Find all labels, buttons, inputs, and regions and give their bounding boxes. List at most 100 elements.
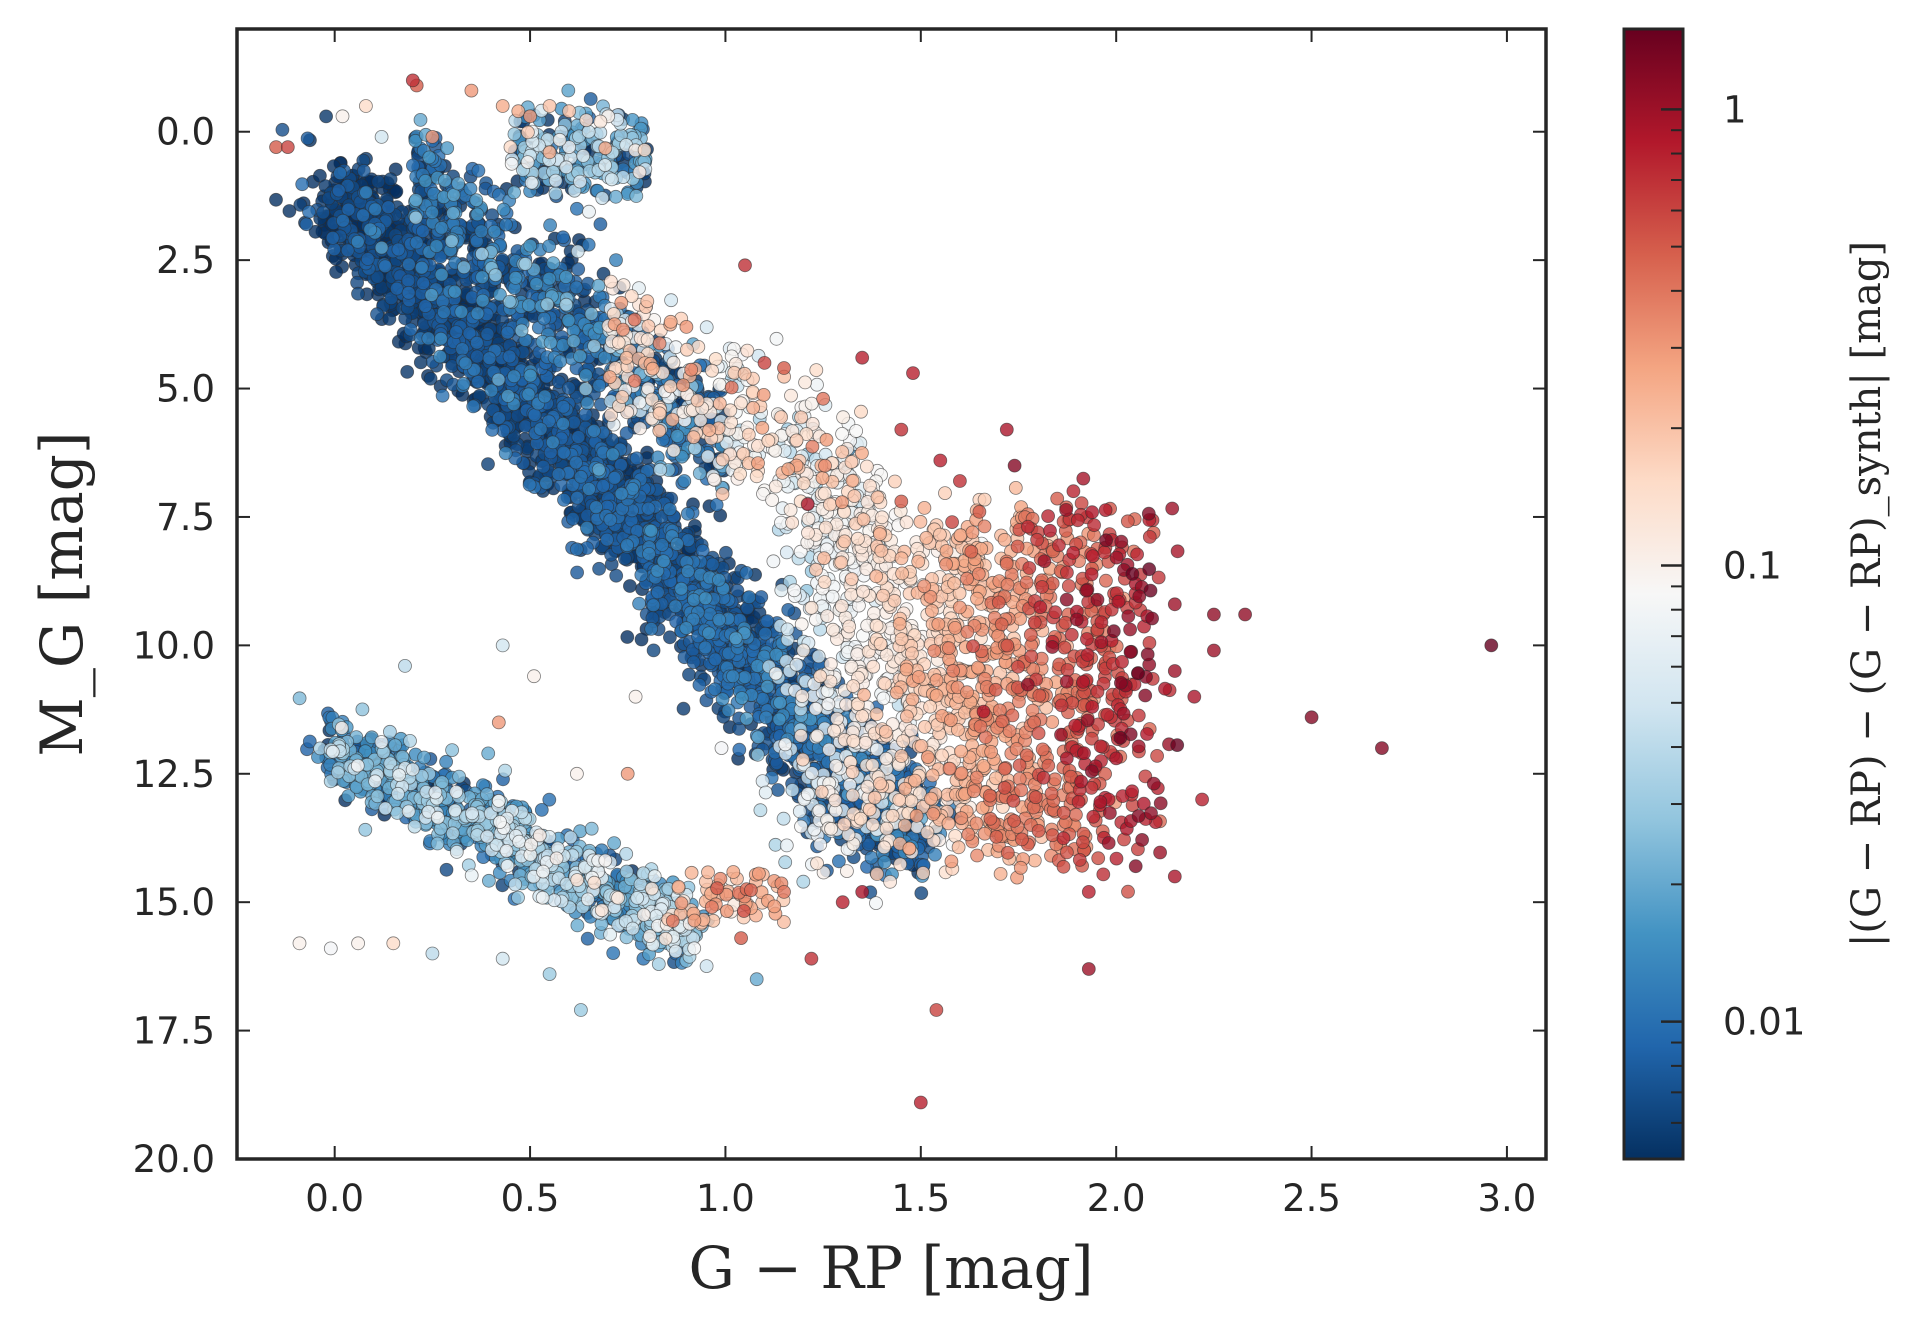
data-point bbox=[433, 349, 447, 364]
data-point bbox=[726, 669, 740, 684]
data-point bbox=[540, 297, 555, 312]
data-point bbox=[646, 643, 661, 658]
data-point bbox=[430, 836, 445, 851]
data-point bbox=[408, 193, 423, 208]
data-point bbox=[401, 257, 416, 272]
data-point bbox=[447, 284, 462, 299]
data-point bbox=[439, 754, 454, 769]
data-point bbox=[335, 213, 350, 228]
data-point bbox=[750, 747, 765, 762]
data-point bbox=[351, 286, 365, 301]
data-point bbox=[308, 224, 323, 239]
data-point bbox=[548, 186, 563, 201]
data-point bbox=[573, 349, 587, 364]
data-point bbox=[434, 220, 449, 235]
data-point bbox=[603, 512, 618, 527]
data-point bbox=[496, 202, 511, 217]
data-point bbox=[662, 502, 677, 517]
data-point bbox=[425, 205, 440, 220]
data-point bbox=[670, 429, 685, 443]
data-point bbox=[452, 769, 467, 784]
data-point bbox=[556, 399, 571, 414]
data-point bbox=[470, 207, 485, 222]
data-point bbox=[670, 537, 684, 551]
data-point bbox=[498, 446, 513, 461]
data-point bbox=[521, 387, 536, 402]
data-point bbox=[275, 122, 290, 137]
data-point bbox=[734, 691, 749, 705]
data-point bbox=[644, 523, 658, 538]
data-point bbox=[502, 349, 517, 364]
data-point bbox=[698, 591, 713, 606]
data-point bbox=[591, 278, 606, 293]
data-point bbox=[423, 371, 438, 386]
data-point bbox=[299, 217, 314, 232]
data-point bbox=[634, 568, 649, 582]
data-point bbox=[471, 163, 486, 178]
data-point bbox=[439, 862, 454, 877]
data-point bbox=[620, 538, 634, 553]
data-point bbox=[719, 545, 733, 560]
data-point bbox=[583, 92, 598, 106]
data-point bbox=[620, 630, 635, 644]
data-point bbox=[363, 222, 378, 237]
data-point bbox=[553, 354, 568, 369]
data-point bbox=[507, 369, 521, 384]
data-point bbox=[470, 306, 485, 321]
data-point bbox=[316, 205, 331, 220]
data-point bbox=[481, 746, 496, 761]
data-point bbox=[556, 230, 570, 245]
data-point bbox=[644, 622, 659, 636]
data-point bbox=[914, 886, 929, 900]
data-point bbox=[327, 242, 342, 257]
data-point bbox=[570, 490, 585, 505]
data-point bbox=[708, 652, 723, 667]
data-point bbox=[487, 224, 502, 239]
data-point bbox=[424, 288, 439, 302]
data-point bbox=[518, 256, 533, 271]
data-point bbox=[681, 564, 695, 579]
data-point bbox=[300, 131, 315, 146]
data-point bbox=[569, 455, 583, 470]
data-point bbox=[607, 470, 622, 485]
data-point bbox=[687, 592, 701, 607]
data-point bbox=[378, 259, 393, 274]
data-point bbox=[629, 451, 644, 466]
data-point bbox=[437, 173, 452, 188]
data-point bbox=[608, 189, 623, 204]
data-point bbox=[760, 614, 775, 628]
data-point bbox=[542, 967, 557, 981]
data-point bbox=[414, 260, 429, 275]
data-point bbox=[676, 701, 691, 716]
data-point bbox=[481, 457, 495, 472]
data-point bbox=[543, 218, 557, 233]
data-point bbox=[589, 500, 603, 515]
data-point bbox=[591, 462, 606, 477]
data-point bbox=[556, 445, 571, 460]
data-point bbox=[416, 276, 431, 291]
data-point bbox=[454, 304, 469, 319]
data-point bbox=[877, 855, 892, 869]
data-point bbox=[466, 399, 481, 414]
data-point bbox=[732, 742, 747, 757]
data-point bbox=[692, 678, 707, 692]
data-point bbox=[533, 422, 548, 437]
data-point bbox=[580, 931, 595, 946]
data-point bbox=[444, 234, 459, 249]
data-point bbox=[482, 351, 497, 366]
data-point bbox=[418, 173, 433, 188]
data-point bbox=[570, 565, 584, 580]
data-point bbox=[329, 265, 344, 279]
data-point bbox=[606, 946, 621, 960]
data-point bbox=[333, 166, 347, 181]
data-point bbox=[543, 335, 558, 350]
data-point bbox=[580, 521, 594, 535]
data-point bbox=[592, 378, 607, 393]
data-point bbox=[682, 667, 696, 682]
data-point bbox=[651, 957, 666, 971]
data-point bbox=[781, 603, 796, 617]
data-point bbox=[537, 311, 551, 326]
data-point bbox=[331, 183, 346, 198]
data-point bbox=[574, 1003, 588, 1017]
data-point bbox=[374, 240, 389, 255]
